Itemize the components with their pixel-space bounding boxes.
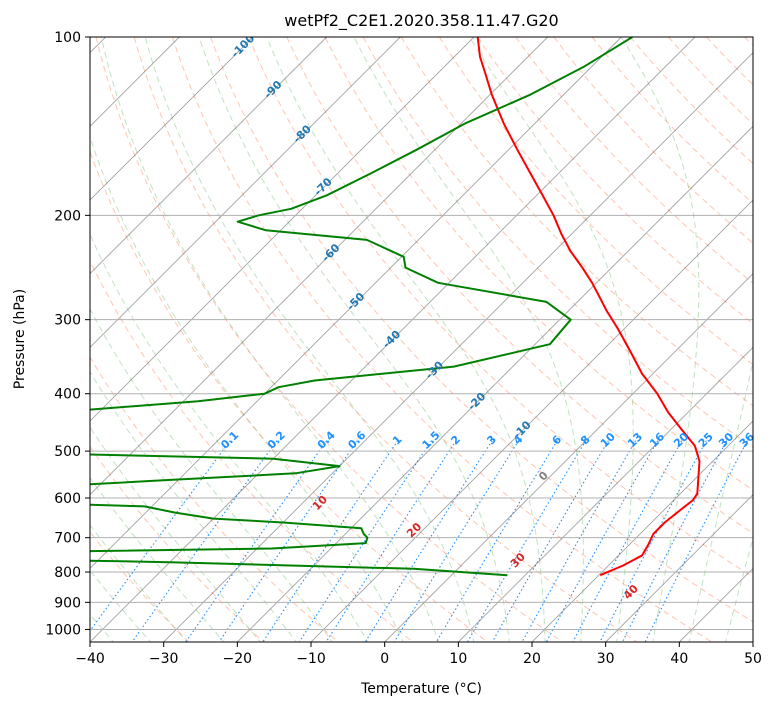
y-tick-label: 300: [54, 313, 81, 329]
mixing-ratio-line: [185, 440, 328, 642]
isotherm-line: [384, 273, 753, 642]
y-tick-label: 500: [54, 444, 81, 460]
isotherms: [90, 37, 753, 642]
plot-frame: [89, 36, 754, 643]
y-tick-label: 600: [54, 491, 81, 507]
isotherm-line: [458, 346, 753, 642]
y-axis-label: Pressure (hPa): [12, 289, 28, 389]
dry-adiabat-line: [90, 445, 264, 642]
dry-adiabat-line: [90, 259, 414, 642]
x-tick-label: −10: [296, 651, 326, 667]
mixing-ratio-line: [218, 440, 358, 642]
y-tick-label: 200: [54, 208, 81, 224]
x-axis-label: Temperature (°C): [360, 681, 482, 697]
y-tick-label: 900: [54, 595, 81, 611]
dewpoint-line: [90, 37, 633, 577]
y-tick-label: 1000: [45, 622, 81, 638]
mixing-ratio-line: [325, 440, 457, 642]
plot-area: -100-90-80-70-60-50-40-30-20-100.1 0.2 0.4…: [90, 37, 753, 642]
dry-adiabat-line: [90, 356, 339, 642]
moist-adiabat-line: [90, 232, 369, 642]
isotherm-line: [90, 37, 622, 569]
pressure-gridlines: [90, 37, 753, 630]
isotherm-line: [90, 37, 254, 201]
chart-title: wetPf2_C2E1.2020.358.11.47.G20: [284, 11, 558, 31]
dry-adiabat-line: [171, 37, 712, 642]
dry-adiabat-line: [591, 37, 753, 204]
temperature-line: [476, 37, 701, 577]
mixing-ratio-line: [90, 440, 231, 632]
dry-adiabat-line: [248, 37, 753, 578]
isotherm-line: [90, 37, 327, 275]
x-axis: −40 −30 −20 −10 0 10 20 30 40 50: [75, 642, 762, 667]
y-tick-label: 400: [54, 387, 81, 403]
mixing-ratio-line: [435, 440, 558, 642]
dry-adiabat-line: [553, 37, 753, 244]
x-tick-label: −30: [149, 651, 179, 667]
dry-adiabat-line: [324, 37, 753, 491]
y-axis: 1000 900 800 700 600 500 400 300 200 100: [45, 30, 90, 638]
dry-adiabat-line: [210, 37, 753, 623]
isotherm-line: [605, 494, 753, 642]
x-tick-label: 40: [670, 651, 688, 667]
x-tick-label: 0: [380, 651, 389, 667]
mixing-ratio-line: [545, 440, 659, 642]
isotherm-line: [90, 37, 696, 642]
isotherm-line: [237, 125, 753, 642]
mixing-ratio-line: [644, 440, 748, 642]
x-tick-label: 30: [597, 651, 615, 667]
x-tick-label: 20: [523, 651, 541, 667]
x-tick-label: 10: [449, 651, 467, 667]
dry-adiabat-line: [95, 37, 563, 642]
mixing-ratio-line: [467, 440, 587, 642]
x-tick-label: −40: [75, 651, 105, 667]
mixing-ratio-line: [298, 440, 432, 642]
isotherm-line: [90, 37, 548, 496]
y-tick-label: 700: [54, 531, 81, 547]
isotherm-line: [90, 37, 401, 348]
isotherm-line: [163, 52, 753, 642]
y-tick-label: 800: [54, 565, 81, 581]
mixing-ratio-line: [131, 440, 278, 642]
x-tick-label: −20: [223, 651, 253, 667]
y-tick-label: 100: [54, 30, 81, 46]
dry-adiabat-line: [286, 37, 753, 534]
dry-adiabat-line: [133, 37, 638, 642]
x-tick-label: 50: [744, 651, 762, 667]
profile-series: [90, 37, 701, 577]
dry-adiabat-line: [400, 37, 753, 407]
isotherm-line: [310, 199, 753, 642]
mixing-ratio-line: [262, 440, 399, 642]
isotherm-line: [90, 37, 475, 422]
isotherm-line: [531, 420, 753, 642]
mixing-ratio-line: [491, 440, 609, 642]
mixing-ratio-line: [521, 440, 637, 642]
